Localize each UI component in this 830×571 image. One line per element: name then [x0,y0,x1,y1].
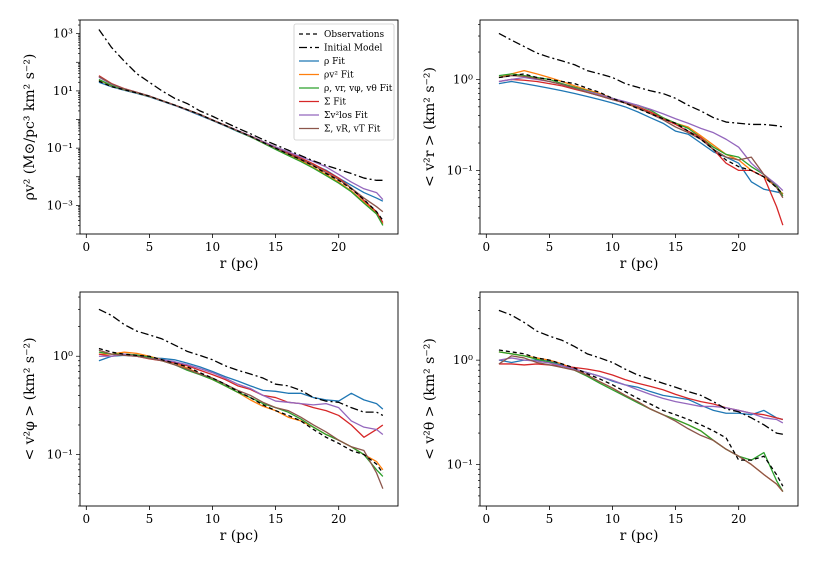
x-tick-label: 20 [331,240,346,254]
series-group [98,29,384,226]
x-tick-label: 5 [146,240,154,254]
y-tick-label: 10⁻¹ [447,457,473,471]
x-tick-label: 10 [605,240,620,254]
y-tick-label: 10³ [53,27,73,41]
x-tick-label: 15 [668,240,683,254]
x-tick-label: 20 [731,240,746,254]
y-tick-label: 10⁰ [453,72,473,86]
legend-label-init: Initial Model [324,44,383,54]
series-group [98,308,384,489]
series-line-obs [498,349,784,487]
legend-label-rho: ρ Fit [324,57,345,67]
y-tick-label: 10⁰ [453,353,473,367]
series-line-init [98,29,383,181]
x-tick-label: 0 [482,240,490,254]
legend-label-rhov2: ρv² Fit [324,71,354,81]
axes-frame [479,291,799,507]
panel-2: 0 5 10 15 20 10⁻¹ 10⁰ r (pc) < v²r > (km² s⁻²) [422,19,799,272]
series-line-vel [498,351,784,492]
legend-label-sigpm: Σ, vR, vT Fit [324,125,381,135]
x-axis-label: r (pc) [220,528,259,544]
x-axis-label: r (pc) [220,256,259,272]
y-axis-label: < v²φ > (km² s⁻²) [22,337,38,460]
series-line-obs [498,73,784,195]
series-line-init [98,308,384,417]
x-tick-label: 5 [546,240,554,254]
x-tick-label: 15 [668,512,683,526]
series-line-init [498,32,783,128]
series-line-rhov2 [498,69,784,195]
x-tick-label: 0 [82,240,90,254]
panel-3: 0 5 10 15 20 10⁻¹ 10⁰ r (pc) < v²φ > (km² s⁻²) [22,291,399,544]
y-axis-label: ρv² (M⊙/pc³ km² s⁻²) [22,54,38,201]
x-tick-label: 10 [205,512,220,526]
y-tick-label: 10⁻¹ [47,448,73,462]
x-axis-label: r (pc) [620,256,659,272]
y-tick-label: 10⁻³ [47,198,74,212]
series-line-obs [98,347,384,474]
x-axis-label: r (pc) [620,528,659,544]
series-line-rho [98,354,384,410]
x-tick-label: 5 [146,512,154,526]
series-line-sigpm [498,355,784,492]
axes-frame [79,291,399,507]
series-line-rho [498,80,783,194]
series-line-obs [98,80,384,221]
series-line-sigv [498,357,784,424]
x-tick-label: 5 [546,512,554,526]
y-tick-label: 10⁻¹ [447,163,473,177]
y-tick-label: 10¹ [53,84,73,98]
series-group [498,32,784,226]
legend-label-obs: Observations [324,30,385,40]
series-line-sigpm [98,349,384,489]
legend-label-sigv: Σv²los Fit [324,111,368,121]
series-line-init [498,309,783,435]
y-axis-label: < v²r > (km² s⁻²) [422,67,438,187]
legend: Observations Initial Model ρ Fit ρv² Fit ρ, … [293,23,395,141]
legend-box [293,23,395,141]
x-tick-label: 10 [605,512,620,526]
y-tick-label: 10⁻¹ [47,141,73,155]
series-line-rhov2 [98,351,384,471]
series-group [498,309,784,492]
axes-frame [79,19,399,235]
x-tick-label: 20 [731,512,746,526]
series-line-sigma [98,353,384,438]
x-tick-label: 20 [331,512,346,526]
legend-label-sigma: Σ Fit [324,98,346,108]
x-tick-label: 15 [268,512,283,526]
x-tick-label: 10 [205,240,220,254]
legend-label-vel: ρ, vr, vφ, vθ Fit [324,84,393,94]
x-tick-label: 0 [82,512,90,526]
y-tick-label: 10⁰ [53,349,73,363]
series-line-rhov2 [498,351,784,492]
series-line-sigv [498,76,784,192]
series-line-vel [498,73,784,197]
y-axis-label: < v²θ > (km² s⁻²) [422,338,438,460]
panel-4: 0 5 10 15 20 10⁻¹ 10⁰ r (pc) < v²θ > (km² s⁻²) [422,291,799,544]
series-line-sigpm [498,75,784,199]
x-tick-label: 15 [268,240,283,254]
panel-1: 0 5 10 15 20 10⁻³ 10⁻¹ 10¹ 10³ r (pc) ρv² (M⊙/pc³ … [22,19,399,272]
x-tick-label: 0 [482,512,490,526]
series-line-sigma [498,78,784,226]
axes-frame [479,19,799,235]
